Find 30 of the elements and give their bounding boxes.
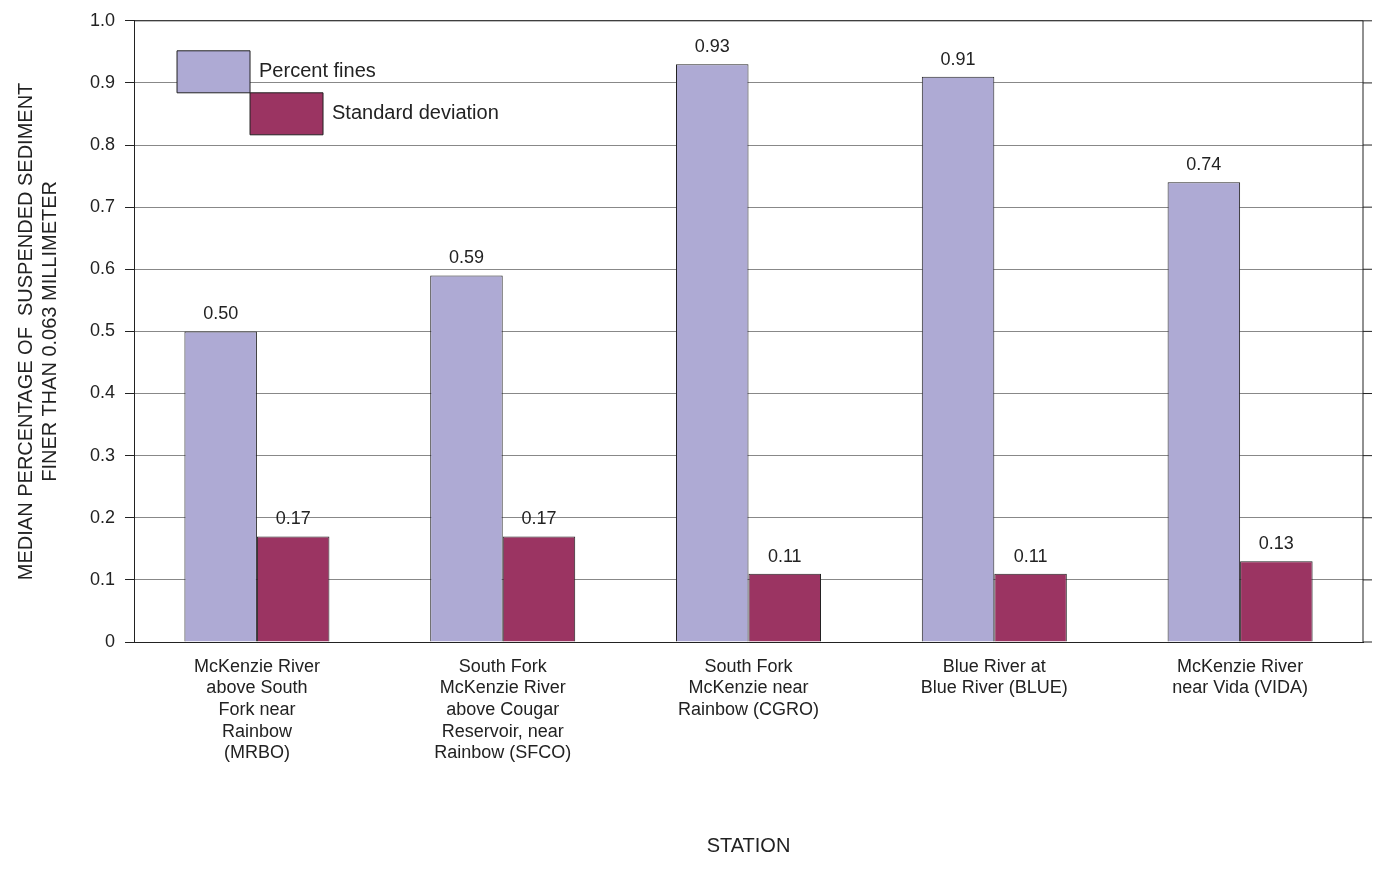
data-label: 0.59: [448, 247, 484, 268]
x-tick-label: Blue River at Blue River (BLUE): [920, 655, 1068, 698]
x-tick-label: South Fork McKenzie River above Cougar Reservoir, near Rainbow (SFCO): [434, 655, 572, 763]
data-label: 0.50: [203, 303, 239, 324]
legend-label: Percent fines: [259, 59, 376, 82]
y-tick-label: 0.8: [89, 134, 116, 155]
y-tick-label: 0.4: [89, 382, 116, 403]
y-tick-label: 0.2: [89, 506, 116, 527]
x-tick-label: South Fork McKenzie near Rainbow (CGRO): [678, 655, 820, 719]
y-tick-label: 0.6: [89, 258, 116, 279]
y-tick-label: 0: [105, 630, 116, 651]
y-tick-label: 0.7: [89, 196, 116, 217]
y-tick-label: 0.3: [89, 444, 116, 465]
x-tick-label: McKenzie River near Vida (VIDA): [1172, 655, 1308, 698]
x-tick-label: McKenzie River above South Fork near Rainbow (MRBO): [193, 655, 320, 763]
data-label: 0.17: [521, 508, 557, 529]
x-axis-title: STATION: [706, 833, 791, 856]
y-tick-label: 0.1: [89, 568, 116, 589]
data-label: 0.74: [1186, 154, 1222, 175]
data-label: 0.11: [767, 545, 802, 566]
y-tick-label: 1.0: [89, 9, 116, 30]
legend-label: Standard deviation: [332, 101, 499, 124]
data-label: 0.11: [1013, 545, 1048, 566]
y-axis-title: MEDIAN PERCENTAGE OF SUSPENDED SEDIMENT FINER THAN 0.063 MILLIMETER: [13, 82, 60, 581]
data-label: 0.13: [1258, 533, 1294, 554]
data-label: 0.17: [275, 508, 311, 529]
data-label: 0.91: [940, 48, 976, 69]
y-tick-label: 0.9: [89, 71, 116, 92]
data-label: 0.93: [694, 36, 730, 57]
y-tick-label: 0.5: [89, 320, 116, 341]
